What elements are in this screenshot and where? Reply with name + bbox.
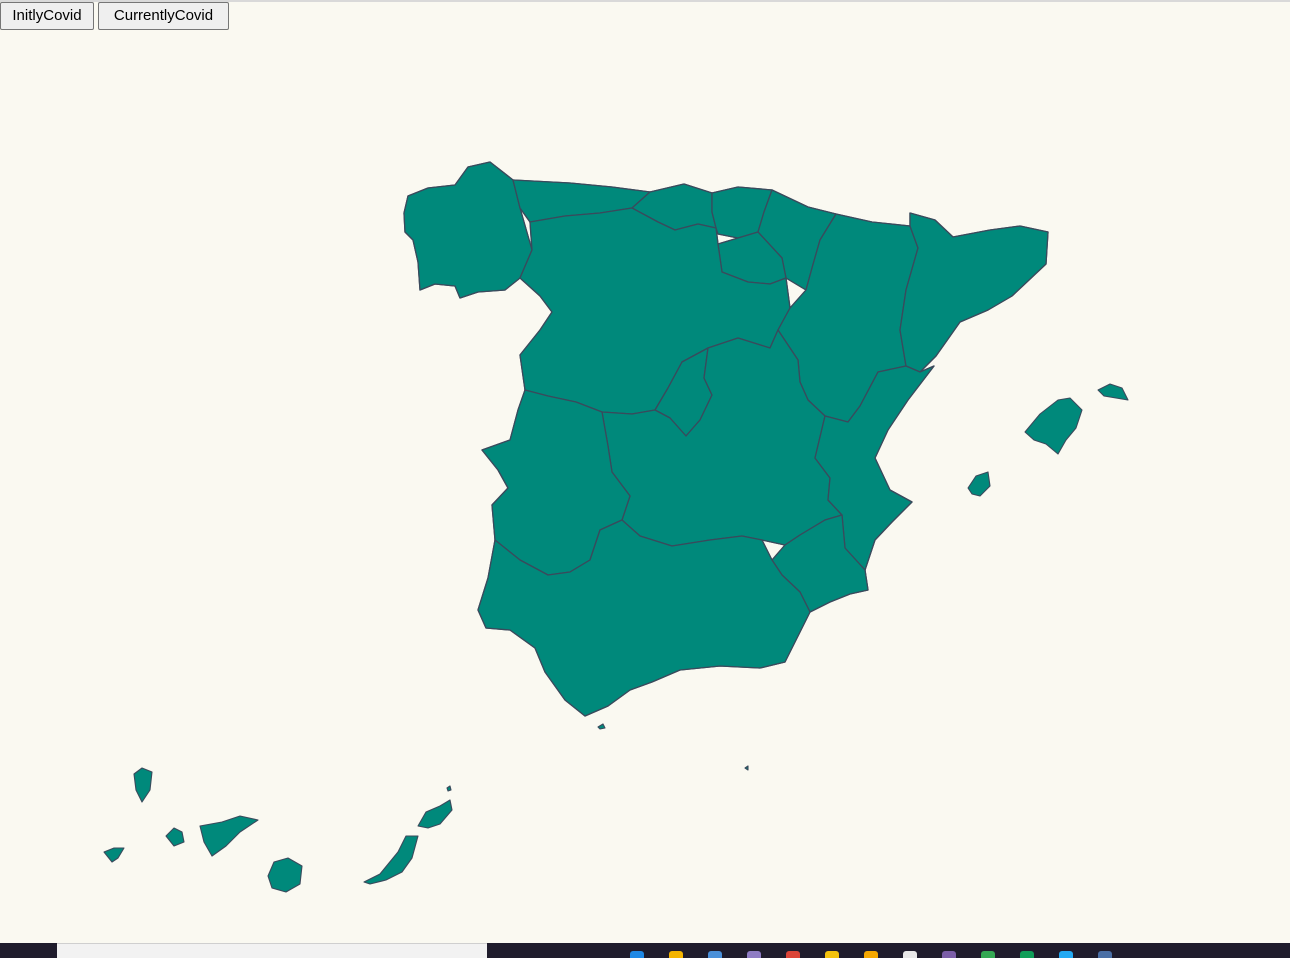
island-fuerteventura[interactable]: [363, 835, 419, 885]
chrome-icon-2[interactable]: [1020, 951, 1034, 958]
mainland-regions: [403, 161, 1049, 717]
vscode-icon[interactable]: [1059, 951, 1073, 958]
islet-ceuta: [597, 723, 606, 730]
teams-icon[interactable]: [942, 951, 956, 958]
region-galicia[interactable]: [403, 161, 533, 299]
os-taskbar: [0, 943, 1290, 958]
top-divider: [0, 0, 1290, 2]
islet-alboran: [744, 765, 749, 771]
island-ibiza[interactable]: [967, 471, 991, 497]
notes-icon[interactable]: [864, 951, 878, 958]
edge-icon[interactable]: [630, 951, 644, 958]
island-lanzarote[interactable]: [417, 799, 453, 829]
region-cataluna[interactable]: [899, 212, 1049, 373]
island-gran-canaria[interactable]: [267, 857, 303, 893]
app-icon-2[interactable]: [903, 951, 917, 958]
islet-alegranza: [446, 785, 452, 792]
chrome-icon[interactable]: [786, 951, 800, 958]
app-icon[interactable]: [747, 951, 761, 958]
island-el-hierro[interactable]: [103, 847, 125, 863]
island-menorca[interactable]: [1097, 383, 1129, 401]
current-covid-button[interactable]: CurrentlyCovid: [98, 2, 229, 30]
folder-icon[interactable]: [669, 951, 683, 958]
taskbar-search-box[interactable]: [57, 943, 487, 958]
sheets-icon[interactable]: [981, 951, 995, 958]
drive-icon[interactable]: [825, 951, 839, 958]
island-la-gomera[interactable]: [165, 827, 185, 847]
store-icon[interactable]: [708, 951, 722, 958]
island-tenerife[interactable]: [199, 815, 259, 857]
app-icon-3[interactable]: [1098, 951, 1112, 958]
initial-covid-button[interactable]: InitlyCovid: [0, 2, 94, 30]
island-la-palma[interactable]: [133, 767, 153, 803]
island-mallorca[interactable]: [1024, 397, 1083, 455]
